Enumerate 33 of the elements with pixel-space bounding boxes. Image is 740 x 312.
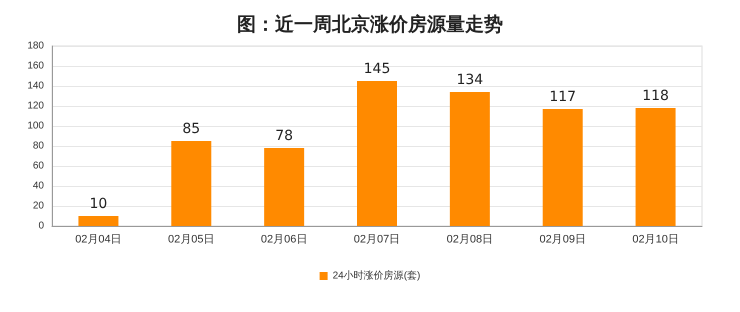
y-tick-label: 140 bbox=[27, 80, 44, 92]
x-tick-label: 02月06日 bbox=[260, 234, 308, 246]
y-tick-label: 20 bbox=[32, 200, 44, 212]
y-tick-label: 60 bbox=[32, 160, 44, 172]
y-tick-label: 0 bbox=[38, 220, 44, 232]
legend-label: 24小时涨价房源(套) bbox=[332, 270, 420, 282]
y-tick-label: 100 bbox=[27, 120, 44, 132]
data-label: 85 bbox=[182, 121, 200, 137]
y-tick-label: 120 bbox=[27, 100, 44, 112]
bar bbox=[636, 108, 676, 226]
x-tick-label: 02月07日 bbox=[354, 234, 400, 246]
bar bbox=[542, 109, 583, 226]
x-tick-label: 02月08日 bbox=[446, 234, 494, 246]
data-label: 78 bbox=[275, 128, 294, 144]
bar bbox=[171, 141, 212, 226]
y-tick-label: 40 bbox=[32, 180, 44, 192]
y-tick-label: 80 bbox=[32, 140, 44, 152]
y-tick-label: 180 bbox=[27, 40, 44, 52]
x-tick-label: 02月05日 bbox=[168, 234, 215, 246]
x-tick-label: 02月04日 bbox=[75, 234, 122, 246]
y-tick-label: 160 bbox=[27, 60, 44, 72]
x-tick-label: 02月10日 bbox=[632, 234, 679, 246]
data-label: 134 bbox=[456, 72, 484, 88]
data-label: 118 bbox=[642, 88, 669, 104]
data-label: 117 bbox=[549, 89, 576, 105]
bar bbox=[264, 148, 304, 226]
data-label: 145 bbox=[364, 61, 390, 77]
chart-title: 图：近一周北京涨价房源量走势 bbox=[237, 14, 503, 36]
bar bbox=[78, 216, 118, 226]
bar bbox=[357, 81, 397, 226]
data-label: 10 bbox=[90, 196, 108, 212]
x-tick-label: 02月09日 bbox=[539, 234, 586, 246]
bar bbox=[450, 92, 490, 226]
